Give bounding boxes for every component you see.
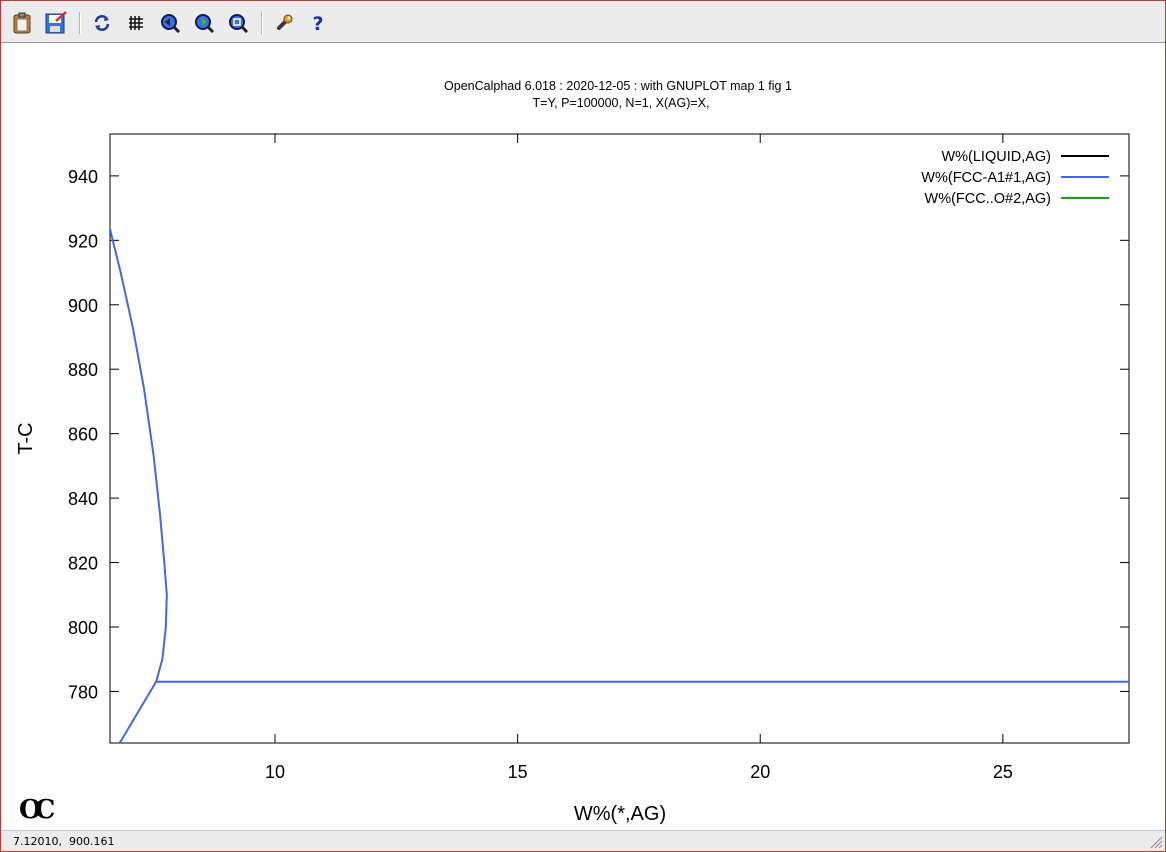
y-tick-label: 860	[68, 425, 98, 445]
y-tick-label: 900	[68, 296, 98, 316]
y-tick-label: 800	[68, 618, 98, 638]
status-bar: 7.12010, 900.161	[1, 830, 1165, 851]
y-tick-label: 920	[68, 231, 98, 251]
series-line	[110, 228, 168, 683]
previous-zoom-icon	[161, 14, 181, 34]
opencalphad-logo: OC	[19, 795, 55, 825]
help-button[interactable]: ?	[305, 10, 331, 36]
autoscale-button[interactable]	[225, 10, 251, 36]
toolbar-separator	[261, 12, 263, 34]
clipboard-icon	[13, 12, 31, 34]
x-tick-label: 20	[750, 762, 770, 782]
legend-label: W%(FCC-A1#1,AG)	[921, 170, 1051, 186]
y-tick-label: 840	[68, 489, 98, 509]
settings-button[interactable]	[271, 10, 297, 36]
resize-grip-icon[interactable]	[1149, 835, 1163, 849]
toolbar-separator	[79, 12, 81, 34]
copy-clipboard-button[interactable]	[9, 10, 35, 36]
help-icon: ?	[312, 13, 323, 34]
toolbar: ?	[1, 1, 1165, 43]
y-tick-label: 780	[68, 682, 98, 702]
chart-title: OpenCalphad 6.018 : 2020-12-05 : with GN…	[444, 79, 792, 93]
refresh-icon	[94, 15, 110, 31]
y-tick-label: 940	[68, 167, 98, 187]
next-zoom-button[interactable]	[191, 10, 217, 36]
y-axis-label: T-C	[15, 422, 37, 454]
grid-button[interactable]	[123, 10, 149, 36]
plot-area[interactable]: OpenCalphad 6.018 : 2020-12-05 : with GN…	[1, 44, 1165, 830]
replot-button[interactable]	[89, 10, 115, 36]
next-zoom-icon	[195, 14, 215, 34]
svg-text:?: ?	[312, 13, 323, 34]
y-tick-label: 880	[68, 360, 98, 380]
wrench-icon	[277, 14, 293, 30]
x-tick-label: 25	[993, 762, 1013, 782]
previous-zoom-button[interactable]	[157, 10, 183, 36]
x-axis-label: W%(*,AG)	[574, 803, 666, 825]
x-tick-label: 10	[265, 762, 285, 782]
export-icon	[45, 11, 67, 34]
series-line	[118, 681, 157, 743]
plot-frame	[109, 133, 1130, 744]
y-tick-label: 820	[68, 554, 98, 574]
chart-subtitle: T=Y, P=100000, N=1, X(AG)=X,	[533, 96, 710, 110]
legend-label: W%(LIQUID,AG)	[941, 149, 1051, 165]
cursor-coordinates: 7.12010, 900.161	[13, 835, 115, 848]
x-tick-label: 15	[508, 762, 528, 782]
grid-icon	[129, 16, 143, 30]
autoscale-icon	[229, 14, 249, 34]
chart-svg[interactable]: OpenCalphad 6.018 : 2020-12-05 : with GN…	[1, 44, 1165, 830]
export-button[interactable]	[43, 10, 69, 36]
legend-label: W%(FCC..O#2,AG)	[925, 191, 1051, 207]
